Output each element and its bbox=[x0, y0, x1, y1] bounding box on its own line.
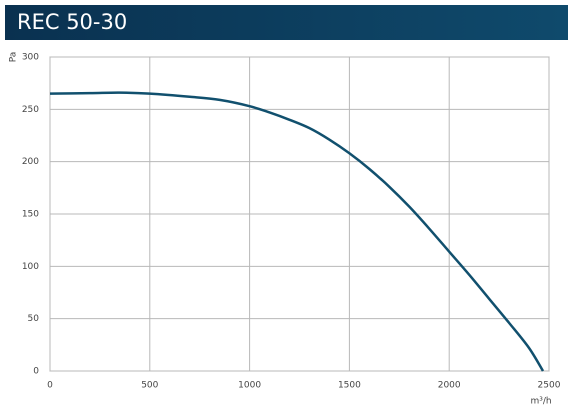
y-tick-label: 150 bbox=[22, 210, 39, 220]
y-tick-label: 0 bbox=[33, 367, 39, 377]
x-tick-label: 1500 bbox=[338, 381, 361, 391]
x-tick-label: 2000 bbox=[438, 381, 461, 391]
y-tick-label: 100 bbox=[22, 262, 39, 272]
y-tick-label: 200 bbox=[22, 157, 39, 167]
header: REC 50-30 bbox=[5, 5, 568, 40]
x-tick-label: 2500 bbox=[538, 381, 561, 391]
x-tick-label: 1000 bbox=[238, 381, 261, 391]
y-tick-label: 300 bbox=[22, 53, 39, 63]
chart-title: REC 50-30 bbox=[17, 10, 128, 34]
x-tick-label: 0 bbox=[47, 381, 53, 391]
y-axis-label: Pa bbox=[9, 52, 19, 63]
y-tick-label: 50 bbox=[28, 314, 40, 324]
curve bbox=[49, 91, 545, 372]
x-axis-label: m³/h bbox=[530, 397, 551, 407]
y-tick-label: 250 bbox=[22, 105, 39, 115]
x-tick-label: 500 bbox=[141, 381, 158, 391]
